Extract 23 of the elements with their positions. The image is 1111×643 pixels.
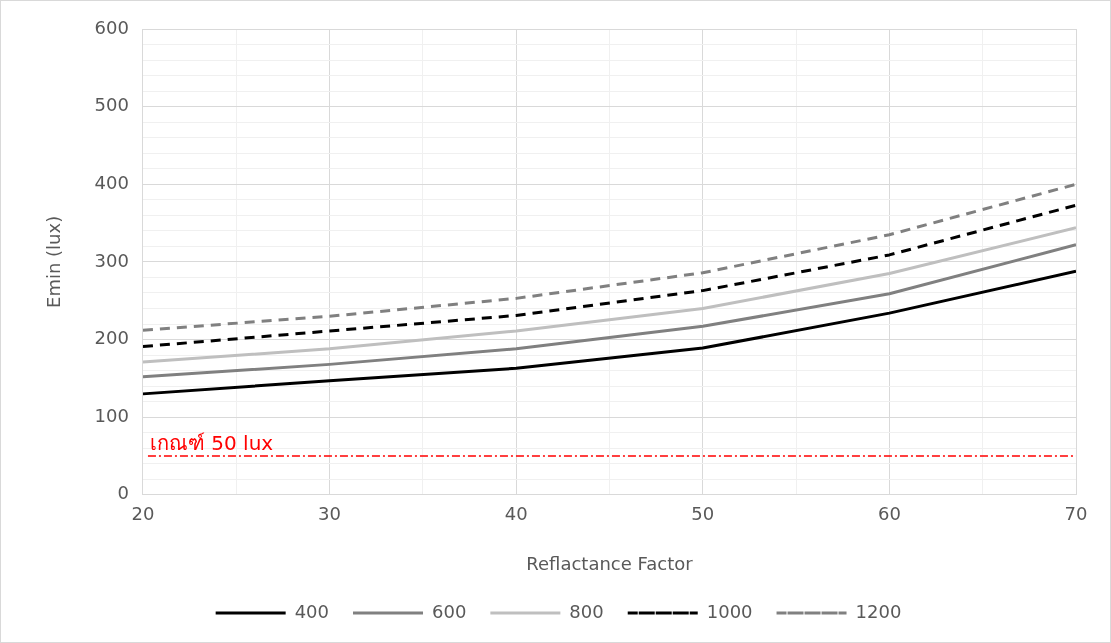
x-tick-label: 60	[877, 503, 901, 525]
ref-line-label: เกณฑ์ 50 lux	[149, 431, 274, 456]
legend-label: 1200	[855, 600, 902, 622]
y-axis-title: Emin (lux)	[43, 215, 65, 308]
y-tick-label: 300	[94, 249, 129, 271]
y-tick-label: 400	[94, 171, 129, 193]
x-tick-label: 70	[1064, 503, 1088, 525]
x-tick-label: 20	[131, 503, 155, 525]
x-tick-label: 30	[318, 503, 342, 525]
y-tick-label: 500	[94, 94, 129, 116]
legend-label: 600	[432, 600, 467, 622]
y-tick-label: 200	[94, 327, 129, 349]
x-tick-label: 50	[691, 503, 715, 525]
y-tick-label: 600	[94, 16, 129, 38]
line-series	[142, 203, 1076, 349]
x-axis-title: Reflactance Factor	[526, 552, 694, 574]
x-tick-label: 40	[504, 503, 528, 525]
line-series	[142, 182, 1076, 332]
legend-label: 400	[294, 600, 330, 622]
y-tick-label: 0	[117, 482, 129, 504]
legend-label: 800	[569, 600, 604, 622]
y-tick-label: 100	[94, 404, 129, 426]
legend-label: 1000	[706, 600, 753, 622]
